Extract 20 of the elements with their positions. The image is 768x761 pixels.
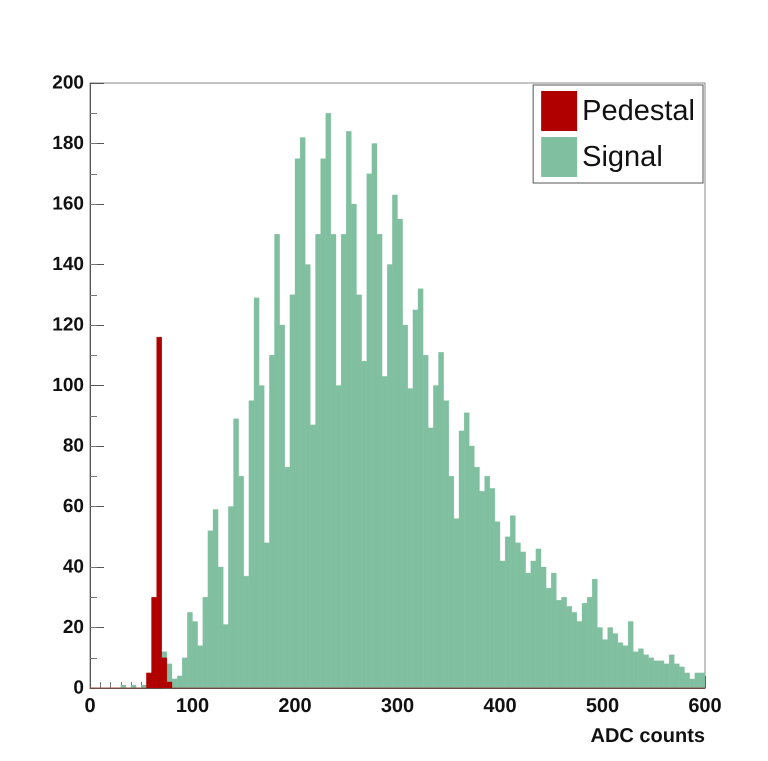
x-tick-label: 400 — [483, 695, 517, 717]
x-tick-label: 500 — [586, 695, 620, 717]
legend-label: Signal — [582, 141, 663, 173]
x-tick-label: 300 — [380, 695, 414, 717]
y-tick-label: 60 — [62, 496, 84, 517]
y-tick-label: 100 — [52, 375, 84, 396]
y-tick-label: 80 — [62, 436, 84, 456]
y-tick-label: 180 — [52, 133, 84, 154]
x-tick-label: 100 — [176, 695, 210, 717]
y-tick-label: 0 — [73, 678, 84, 698]
x-axis-title: ADC counts — [590, 725, 705, 747]
y-tick-label: 120 — [52, 314, 84, 336]
x-tick-label: 200 — [278, 695, 312, 717]
y-tick-label: 160 — [52, 194, 84, 214]
y-tick-label: 40 — [62, 556, 84, 578]
y-tick-label: 140 — [52, 254, 84, 275]
y-tick-label: 20 — [62, 617, 84, 638]
y-tick-label: 200 — [52, 72, 84, 94]
legend-label: Pedestal — [582, 95, 696, 127]
x-tick-label: 600 — [688, 695, 722, 717]
